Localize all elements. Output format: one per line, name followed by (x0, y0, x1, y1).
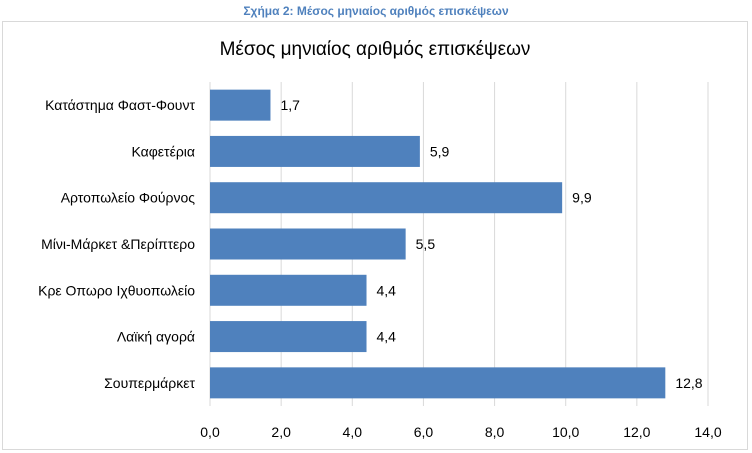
x-tick-label: 6,0 (414, 424, 434, 440)
data-labels: 1,7 5,9 9,9 5,5 4,4 4,4 12,8 (280, 97, 702, 391)
figure-caption: Σχήμα 2: Μέσος μηνιαίος αριθμός επισκέψε… (243, 4, 509, 18)
bar (210, 228, 406, 260)
x-tick-label: 8,0 (485, 424, 505, 440)
bar (210, 274, 367, 306)
chart-title: Μέσος μηνιαίος αριθμός επισκέψεων (220, 39, 531, 60)
data-label: 12,8 (675, 375, 702, 391)
bars (210, 89, 666, 399)
data-label: 5,9 (430, 143, 450, 159)
bar (210, 367, 666, 399)
category-label: Μίνι-Μάρκετ &Περίπτερο (41, 236, 195, 252)
x-tick-label: 14,0 (694, 424, 721, 440)
category-label: Λαϊκή αγορά (117, 329, 195, 345)
data-label: 4,4 (377, 329, 397, 345)
data-label: 4,4 (377, 282, 397, 298)
x-tick-label: 0,0 (200, 424, 220, 440)
data-label: 5,5 (416, 236, 436, 252)
x-tick-label: 10,0 (552, 424, 579, 440)
category-labels: Κατάστημα Φαστ-Φουντ Καφετέρια Αρτοπωλείο … (38, 97, 195, 391)
category-label: Κατάστημα Φαστ-Φουντ (45, 97, 195, 113)
category-label: Κρε Οπωρο Ιχθυοπωλείο (38, 282, 195, 298)
bar (210, 89, 271, 121)
x-tick-label: 12,0 (623, 424, 650, 440)
x-axis-tick-labels: 0,0 2,0 4,0 6,0 8,0 10,0 12,0 14,0 (200, 424, 722, 440)
bar (210, 135, 420, 167)
data-label: 9,9 (572, 190, 592, 206)
category-label: Σουπερμάρκετ (104, 375, 195, 391)
x-tick-label: 2,0 (271, 424, 291, 440)
bar (210, 182, 563, 214)
bar (210, 321, 367, 353)
category-label: Καφετέρια (131, 143, 195, 159)
data-label: 1,7 (280, 97, 300, 113)
x-tick-label: 4,0 (343, 424, 363, 440)
category-label: Αρτοπωλείο Φούρνος (61, 190, 196, 206)
